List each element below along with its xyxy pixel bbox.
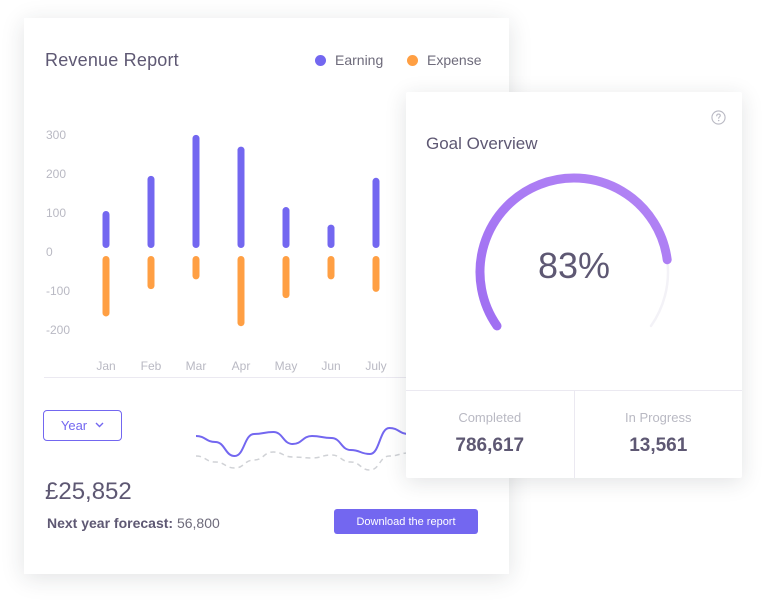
legend-earning-dot-icon	[315, 54, 326, 66]
total-revenue: £25,852	[45, 478, 132, 505]
year-select-button[interactable]: Year	[43, 410, 122, 441]
y-tick-label: 100	[46, 206, 66, 220]
y-tick-label: -200	[46, 323, 70, 337]
completed-value: 786,617	[455, 435, 525, 456]
in-progress-label: In Progress	[625, 410, 692, 425]
x-tick-label: July	[365, 359, 386, 373]
bar-earning-apr[interactable]	[237, 146, 245, 248]
stat-in-progress: In Progress 13,561	[573, 391, 743, 478]
x-tick-label: Jun	[321, 359, 340, 373]
stat-completed: Completed 786,617	[406, 391, 574, 478]
forecast-value: 56,800	[176, 515, 220, 531]
bar-expense-apr[interactable]	[237, 256, 245, 327]
x-tick-label: Feb	[141, 359, 162, 373]
legend-earning: Earning	[315, 52, 383, 68]
bar-earning-may[interactable]	[282, 207, 290, 248]
y-tick-label: -100	[46, 284, 70, 298]
y-tick-label: 200	[46, 167, 66, 181]
bar-expense-july[interactable]	[372, 256, 380, 292]
bar-expense-may[interactable]	[282, 256, 290, 299]
goal-overview-card: Goal Overview 83% Completed 786,617 In P…	[406, 92, 742, 478]
revenue-bar-chart: 300 200 100 0 -100 -200 Jan Feb Mar Apr May Jun July	[46, 128, 387, 373]
goal-stats: Completed 786,617 In Progress 13,561	[406, 390, 742, 478]
legend-earning-label: Earning	[335, 52, 384, 68]
x-tick-label: Mar	[186, 359, 207, 373]
bar-expense-feb[interactable]	[147, 256, 155, 290]
x-tick-label: May	[275, 359, 298, 373]
bar-earning-july[interactable]	[372, 177, 380, 248]
completed-label: Completed	[458, 410, 522, 425]
section-divider	[44, 377, 489, 378]
gauge-progress-arc	[475, 173, 672, 331]
forecast-label: Next year forecast:	[47, 515, 174, 531]
bar-expense-mar[interactable]	[192, 256, 200, 280]
goal-overview-title: Goal Overview	[426, 134, 538, 153]
goal-radial-gauge	[475, 173, 672, 331]
trend-line-current	[195, 426, 429, 458]
chevron-down-icon	[95, 420, 104, 431]
year-select-label: Year	[60, 418, 88, 433]
trend-line-previous	[195, 451, 429, 471]
bar-earning-jan[interactable]	[102, 210, 110, 248]
legend-expense-dot-icon	[407, 54, 418, 66]
in-progress-value: 13,561	[629, 435, 688, 456]
x-tick-label: Jan	[96, 359, 115, 373]
y-tick-label: 0	[46, 245, 53, 259]
x-tick-label: Apr	[232, 359, 251, 373]
goal-percent: 83%	[537, 245, 611, 286]
help-circle-icon[interactable]	[711, 110, 726, 125]
bar-earning-jun[interactable]	[327, 224, 335, 248]
download-report-button[interactable]: Download the report	[334, 509, 478, 534]
legend-expense: Expense	[407, 52, 481, 68]
bar-expense-jun[interactable]	[327, 256, 335, 280]
bar-expense-jan[interactable]	[102, 256, 110, 317]
y-tick-label: 300	[46, 128, 66, 142]
legend-expense-label: Expense	[427, 52, 482, 68]
bar-earning-mar[interactable]	[192, 134, 200, 248]
next-year-forecast: Next year forecast: 56,800	[47, 515, 220, 531]
budget-trend-chart	[195, 426, 429, 471]
bar-earning-feb[interactable]	[147, 175, 155, 248]
revenue-report-title: Revenue Report	[45, 50, 179, 70]
